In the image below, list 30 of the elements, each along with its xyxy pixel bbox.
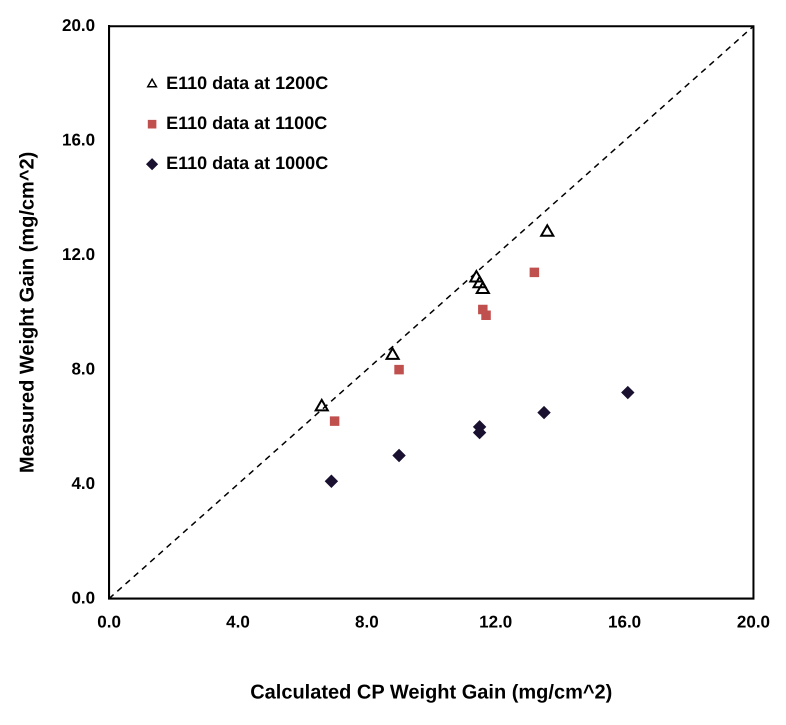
point: [621, 386, 634, 400]
point: [392, 449, 406, 462]
y-tick-label: 20.0: [62, 16, 96, 35]
y-tick-label: 16.0: [62, 130, 96, 150]
legend-label: E110 data at 1100C: [166, 113, 328, 134]
point: [530, 268, 540, 278]
point: [538, 406, 551, 420]
legend-label: E110 data at 1200C: [166, 73, 328, 94]
legend-label: E110 data at 1000C: [166, 153, 328, 174]
x-tick-label: 8.0: [355, 612, 379, 632]
point: [540, 224, 554, 237]
y-tick-label: 0.0: [71, 588, 96, 608]
point: [476, 282, 490, 294]
point: [330, 416, 340, 426]
point: [394, 364, 404, 374]
x-tick-label: 20.0: [736, 612, 770, 632]
point: [469, 270, 484, 283]
point: [324, 474, 338, 488]
point: [386, 347, 400, 360]
x-axis-title: Calculated CP Weight Gain (mg/cm^2): [250, 682, 612, 704]
x-tick-label: 4.0: [226, 612, 250, 632]
x-tick-label: 16.0: [608, 612, 642, 632]
y-tick-label: 12.0: [62, 244, 96, 264]
x-tick-label: 12.0: [479, 612, 512, 632]
y-axis-title: Measured Weight Gain (mg/cm^2): [16, 152, 39, 474]
y-tick-label: 8.0: [71, 359, 96, 378]
point: [481, 310, 491, 320]
y-tick-label: 4.0: [71, 474, 96, 493]
x-tick-label: 0.0: [97, 612, 121, 632]
point: [472, 276, 487, 288]
